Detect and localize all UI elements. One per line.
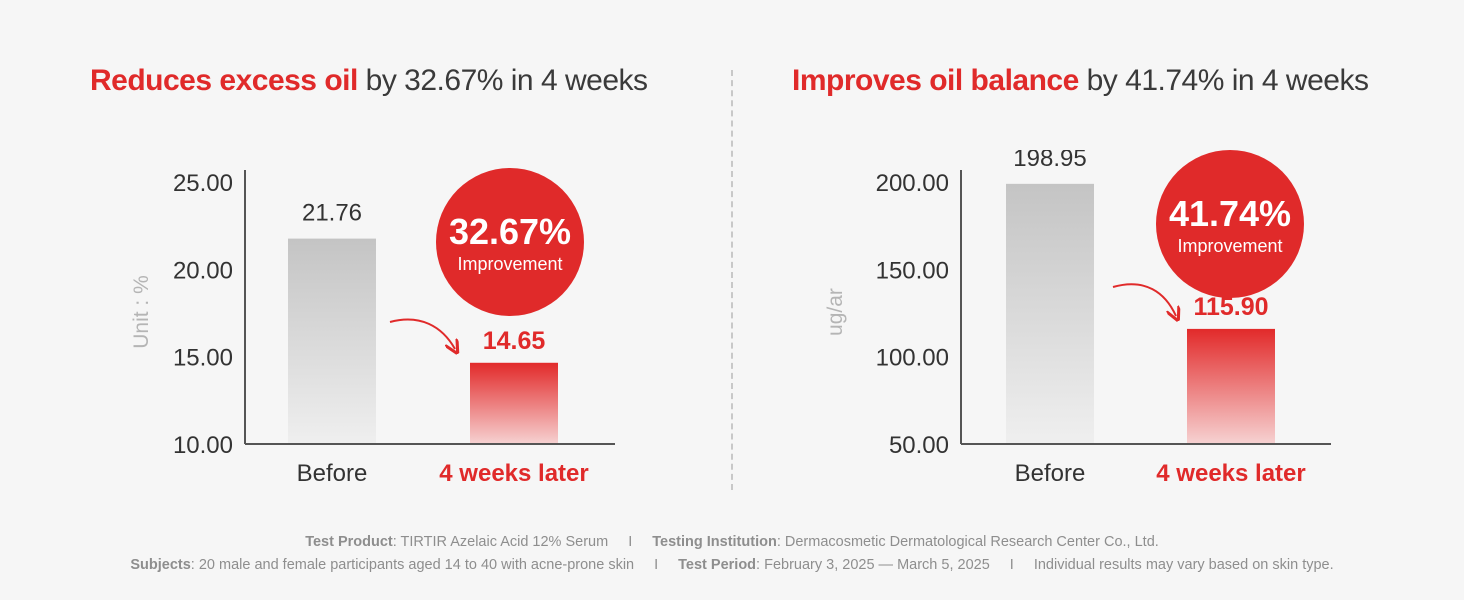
badge-label: Improvement — [457, 254, 562, 274]
chart-svg: 50.00 100.00 150.00 200.00 ug/ar 198.95 Before… — [824, 145, 1331, 487]
bar-after — [1187, 328, 1275, 444]
footer-key: Test Product — [305, 534, 393, 550]
arrow-icon — [1112, 283, 1176, 316]
badge-value: 41.74% — [1169, 193, 1291, 234]
bar-value-label: 14.65 — [483, 327, 546, 355]
bar-value-label: 198.95 — [1013, 150, 1086, 172]
footer-line-1: Test Product: TIRTIR Azelaic Acid 12% Se… — [0, 534, 1464, 550]
bar-value-label: 21.76 — [302, 200, 362, 227]
category-label: Before — [1015, 460, 1086, 487]
footer-key: Test Period — [678, 557, 757, 573]
left-chart-title: Reduces excess oil by 32.67% in 4 weeks — [90, 64, 648, 98]
right-title-highlight: Improves oil balance — [792, 64, 1079, 97]
bar-before — [1006, 183, 1094, 445]
left-title-highlight: Reduces excess oil — [90, 64, 358, 97]
y-tick-label: 20.00 — [173, 257, 233, 284]
left-title-rest: by 32.67% in 4 weeks — [357, 64, 648, 97]
y-tick-label: 200.00 — [876, 170, 949, 197]
footer-separator: I — [1009, 557, 1014, 573]
bar-before — [288, 238, 376, 444]
right-chart-title: Improves oil balance by 41.74% in 4 week… — [792, 64, 1369, 98]
y-tick-label: 25.00 — [173, 170, 233, 197]
y-tick-label: 150.00 — [876, 257, 949, 284]
footer-value: : February 3, 2025 — March 5, 2025 — [756, 557, 990, 573]
badge-value: 32.67% — [449, 211, 571, 252]
footer-line-2: Subjects: 20 male and female participant… — [0, 557, 1464, 573]
category-label: 4 weeks later — [439, 460, 588, 487]
footer-value: : Dermacosmetic Dermatological Research … — [776, 534, 1159, 550]
category-label: 4 weeks later — [1156, 460, 1305, 487]
y-axis-label: Unit : % — [130, 275, 153, 349]
improvement-badge — [1156, 150, 1304, 298]
footer-separator: I — [628, 534, 633, 550]
footer-key: Testing Institution — [652, 534, 777, 550]
footer-value: : 20 male and female participants aged 1… — [190, 557, 635, 573]
y-tick-label: 100.00 — [876, 345, 949, 372]
footer-separator: I — [654, 557, 659, 573]
arrow-icon — [389, 318, 455, 349]
left-chart: 10.00 15.00 20.00 25.00 Unit : % 21.76 Before 1… — [90, 150, 650, 500]
category-label: Before — [297, 460, 368, 487]
chart-svg: 10.00 15.00 20.00 25.00 Unit : % 21.76 Before 1… — [130, 168, 615, 487]
center-divider — [731, 70, 733, 490]
y-tick-label: 50.00 — [889, 432, 949, 459]
y-axis-label: ug/ar — [824, 288, 847, 336]
bar-after — [470, 362, 558, 444]
right-chart: 50.00 100.00 150.00 200.00 ug/ar 198.95 Before… — [790, 145, 1350, 500]
footer-value: Individual results may vary based on ski… — [1033, 557, 1334, 573]
y-tick-label: 10.00 — [173, 432, 233, 459]
y-tick-label: 15.00 — [173, 345, 233, 372]
footer-value: : TIRTIR Azelaic Acid 12% Serum — [392, 534, 609, 550]
right-title-rest: by 41.74% in 4 weeks — [1078, 64, 1369, 97]
improvement-badge — [436, 168, 584, 316]
badge-label: Improvement — [1177, 236, 1282, 256]
footer-key: Subjects — [130, 557, 191, 573]
